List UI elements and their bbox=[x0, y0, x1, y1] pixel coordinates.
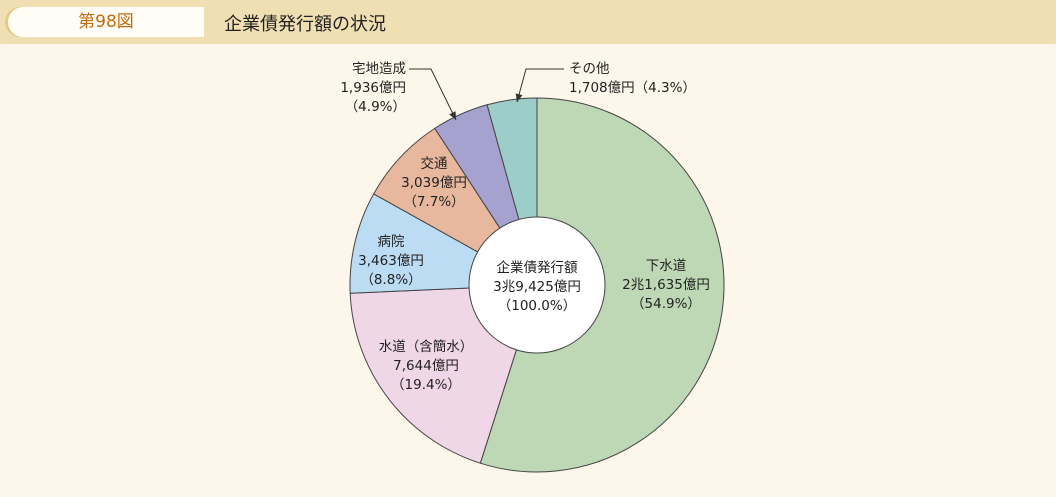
slice-label-water-supply-percent: （19.4%） bbox=[391, 377, 461, 393]
slice-label-transport-name: 交通 bbox=[421, 155, 448, 172]
slice-label-water-supply-name: 水道（含簡水） bbox=[379, 339, 474, 355]
slice-label-sewerage-name: 下水道 bbox=[646, 258, 687, 274]
center-label-percent: （100.0%） bbox=[498, 298, 576, 314]
leader-other bbox=[516, 68, 564, 103]
slice-label-water-supply-value: 7,644億円 bbox=[393, 358, 459, 374]
slice-label-other-name: その他 bbox=[569, 61, 610, 77]
slice-label-sewerage-percent: （54.9%） bbox=[631, 296, 701, 312]
figure-title: 企業債発行額の状況 bbox=[224, 14, 386, 35]
center-hole bbox=[468, 216, 606, 354]
leader-land-development bbox=[409, 68, 457, 121]
center-label-total: 3兆9,425億円 bbox=[493, 279, 581, 295]
leader-land-development-arrowhead bbox=[449, 111, 456, 120]
figure-number-badge: 第98図 bbox=[8, 7, 204, 37]
slice-label-other-amount: 1,708億円 bbox=[569, 80, 635, 96]
slice-label-hospital-name: 病院 bbox=[378, 234, 405, 250]
slice-label-other-value: 1,708億円（4.3%） bbox=[569, 80, 696, 96]
slice-label-land-development-percent: （4.9%） bbox=[345, 99, 406, 115]
slice-label-hospital-percent: （8.8%） bbox=[360, 272, 421, 288]
slice-label-transport-percent: （7.7%） bbox=[403, 194, 464, 210]
figure-header: 第98図 企業債発行額の状況 bbox=[0, 0, 1056, 44]
slice-label-sewerage-value: 2兆1,635億円 bbox=[622, 277, 710, 293]
slice-label-land-development-value: 1,936億円 bbox=[340, 80, 406, 96]
leader-other-arrowhead bbox=[515, 93, 523, 102]
pie-chart: 企業債発行額 3兆9,425億円 （100.0%） 下水道 2兆1,635億円 （5… bbox=[340, 61, 725, 473]
slice-label-land-development-name: 宅地造成 bbox=[352, 61, 406, 77]
slice-label-hospital-value: 3,463億円 bbox=[358, 253, 424, 269]
center-label-title: 企業債発行額 bbox=[497, 259, 578, 276]
slice-label-other-percent: （4.3%） bbox=[635, 80, 696, 96]
chart-panel: 企業債発行額 3兆9,425億円 （100.0%） 下水道 2兆1,635億円 （5… bbox=[4, 44, 1052, 493]
slice-label-transport-value: 3,039億円 bbox=[401, 175, 467, 191]
